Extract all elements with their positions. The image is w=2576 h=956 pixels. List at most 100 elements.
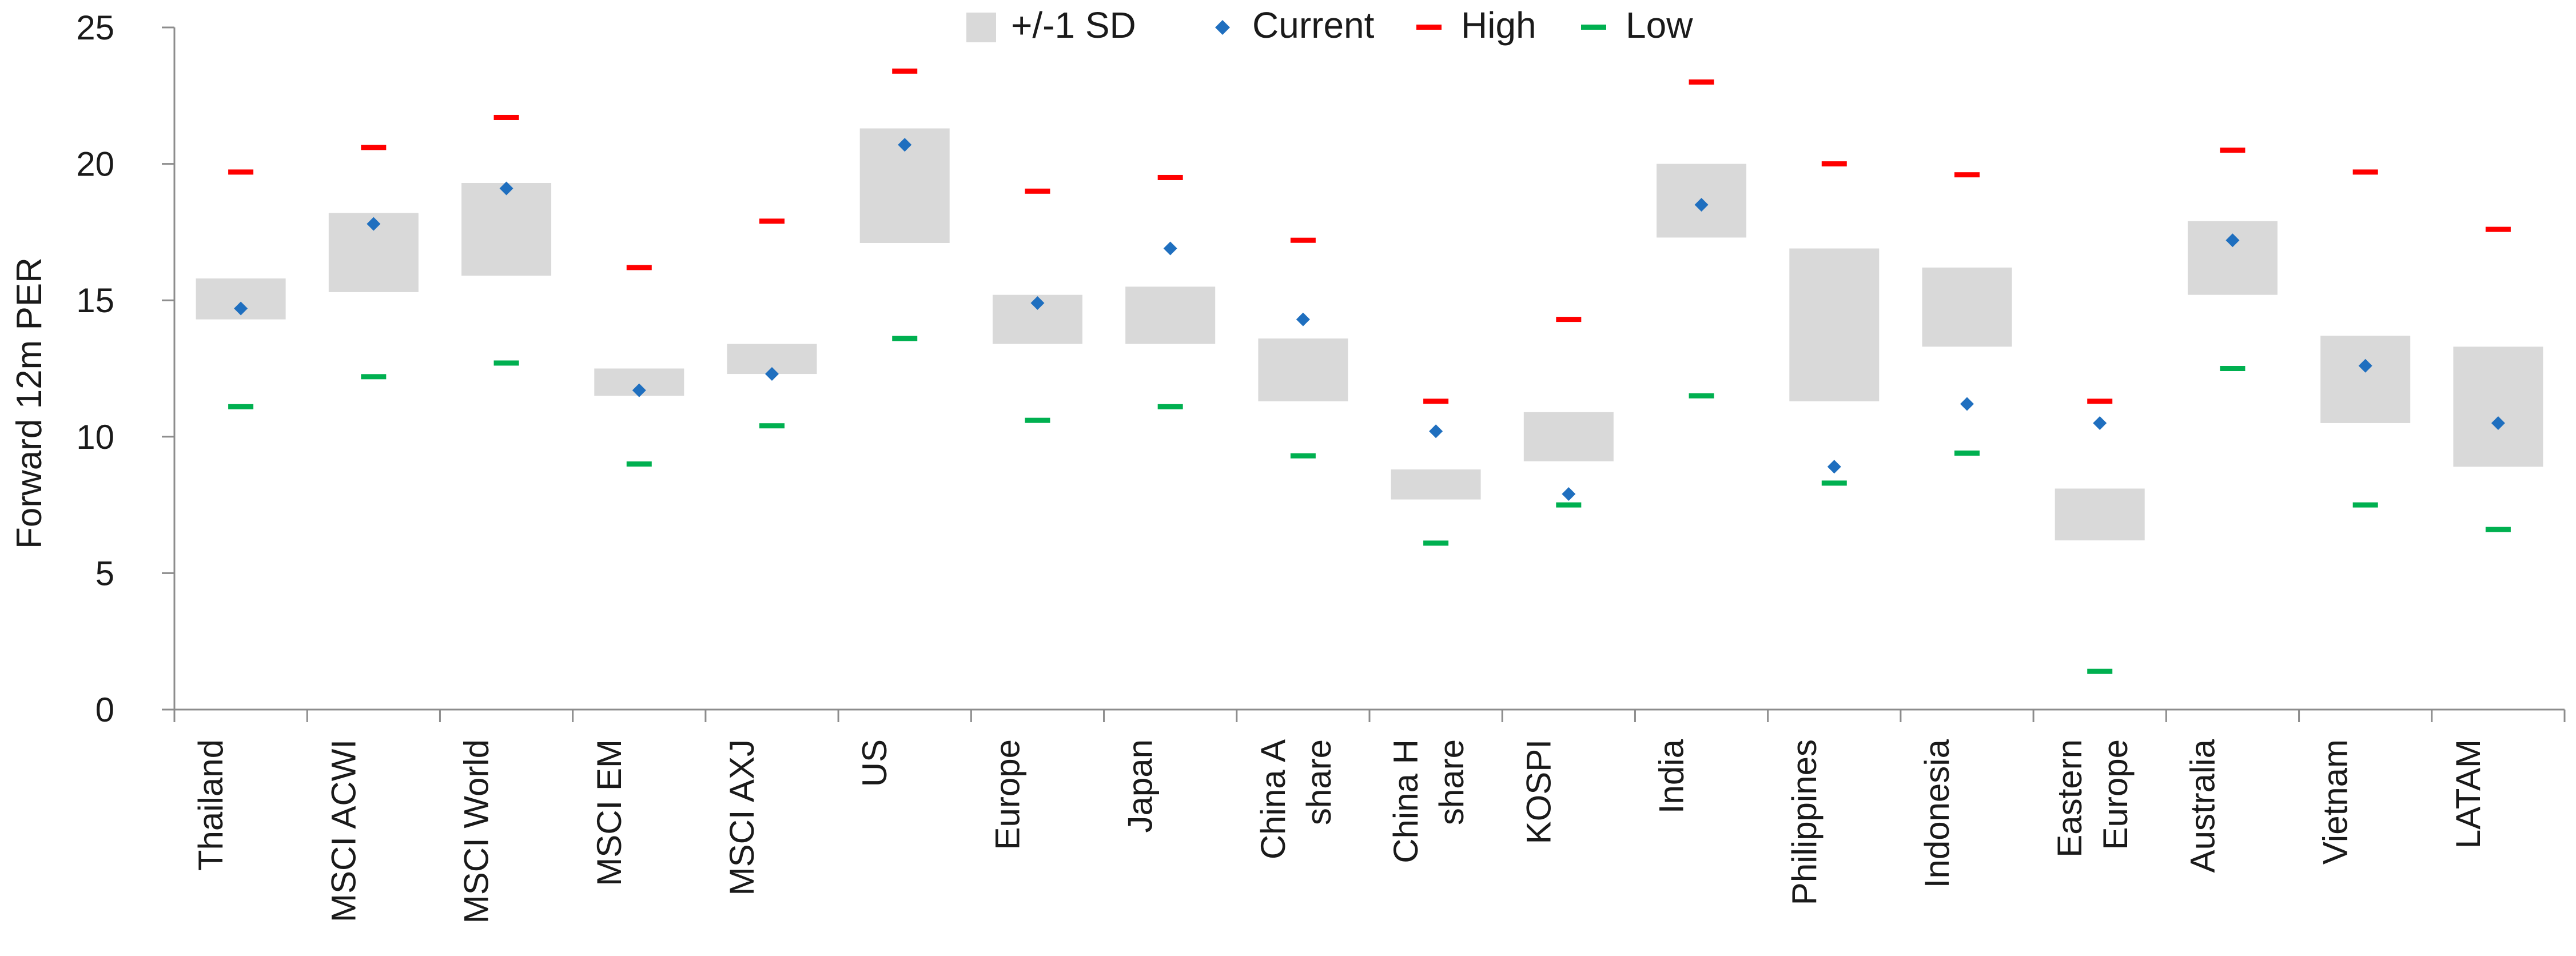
high-marker-indonesia <box>1954 172 1980 178</box>
legend-swatch-low <box>1581 25 1606 30</box>
high-marker-australia <box>2220 148 2245 153</box>
category-label-line: KOSPI <box>1519 739 1558 844</box>
category-label-line: China A <box>1254 739 1292 859</box>
current-marker-msci-em <box>632 383 646 397</box>
low-marker-thailand <box>228 404 254 409</box>
high-marker-msci-acwi <box>361 145 387 150</box>
category-label-line: Europe <box>988 739 1026 850</box>
sd-box-eastern-europe <box>2055 488 2145 541</box>
current-marker-msci-world <box>499 181 513 196</box>
category-label-europe: Europe <box>988 739 1026 850</box>
category-label-line: Japan <box>1121 739 1160 832</box>
high-marker-us <box>892 68 918 74</box>
high-marker-msci-world <box>493 114 519 120</box>
marker-layer <box>228 68 2511 674</box>
legend: +/-1 SD Current High Low <box>966 5 1693 46</box>
sd-box-msci-world <box>461 183 552 276</box>
legend-swatch-sd <box>966 13 996 42</box>
current-marker-eastern-europe <box>2093 416 2107 430</box>
y-tick-label: 20 <box>76 145 114 184</box>
current-marker-japan <box>1163 241 1177 256</box>
low-marker-msci-acwi <box>361 374 387 380</box>
sd-box-vietnam <box>2320 336 2411 423</box>
high-marker-japan <box>1157 174 1183 180</box>
category-label-line: Philippines <box>1785 739 1823 905</box>
legend-swatch-high <box>1416 25 1442 30</box>
low-marker-msci-world <box>493 360 519 366</box>
low-marker-china-a-share <box>1290 453 1316 459</box>
current-marker-vietnam <box>2358 358 2372 373</box>
category-label-thailand: Thailand <box>192 739 230 871</box>
high-marker-kospi <box>1556 317 1582 322</box>
axis-layer: 0 5 10 15 20 25 <box>76 9 2566 729</box>
sd-box-china-a-share <box>1258 338 1348 401</box>
category-label-kospi: KOSPI <box>1519 739 1558 844</box>
category-label-australia: Australia <box>2183 739 2221 873</box>
current-marker-us <box>898 138 912 152</box>
category-label-latam: LATAM <box>2449 739 2487 849</box>
high-marker-china-a-share <box>1290 237 1316 243</box>
high-marker-msci-axj <box>759 218 785 224</box>
current-marker-msci-axj <box>765 367 779 381</box>
category-label-line: China H <box>1387 739 1425 863</box>
category-label-line: Thailand <box>192 739 230 871</box>
low-marker-australia <box>2220 366 2245 371</box>
high-marker-vietnam <box>2352 169 2378 175</box>
category-label-msci-world: MSCI World <box>457 739 496 923</box>
current-marker-india <box>1694 198 1709 212</box>
current-marker-philippines <box>1827 460 1841 474</box>
low-marker-msci-axj <box>759 423 785 429</box>
category-label-line: Eastern <box>2051 739 2089 858</box>
current-marker-europe <box>1030 296 1045 310</box>
sd-box-indonesia <box>1922 267 2012 347</box>
low-marker-philippines <box>1821 480 1847 486</box>
low-marker-india <box>1689 393 1714 399</box>
category-label-line: Australia <box>2183 739 2221 873</box>
category-label-line: MSCI AXJ <box>723 739 761 895</box>
current-marker-kospi <box>1562 487 1576 501</box>
y-axis-title: Forward 12m PER <box>10 257 49 549</box>
low-marker-europe <box>1025 417 1050 423</box>
current-marker-latam <box>2491 416 2505 430</box>
category-label-vietnam: Vietnam <box>2316 739 2355 865</box>
category-label-philippines: Philippines <box>1785 739 1823 905</box>
category-label-msci-em: MSCI EM <box>590 739 628 886</box>
legend-label-low: Low <box>1626 5 1693 46</box>
sd-box-layer <box>196 128 2543 541</box>
category-label-line: share <box>1432 739 1471 825</box>
sd-box-china-h-share <box>1391 469 1481 500</box>
high-marker-china-h-share <box>1423 399 1449 404</box>
category-label-line: Vietnam <box>2316 739 2355 865</box>
current-marker-thailand <box>234 301 248 316</box>
low-marker-kospi <box>1556 502 1582 508</box>
high-marker-thailand <box>228 169 254 175</box>
category-label-line: Indonesia <box>1918 739 1956 888</box>
category-label-line: India <box>1653 739 1691 814</box>
category-label-line: US <box>855 739 894 787</box>
category-label-line: Europe <box>2096 739 2135 850</box>
category-label-japan: Japan <box>1121 739 1160 832</box>
sd-box-latam <box>2453 346 2543 467</box>
current-marker-indonesia <box>1960 397 1974 411</box>
high-marker-latam <box>2485 226 2511 232</box>
sd-box-kospi <box>1523 412 1614 461</box>
current-marker-australia <box>2225 233 2240 248</box>
legend-label-high: High <box>1461 5 1536 46</box>
sd-box-australia <box>2187 221 2278 295</box>
category-label-india: India <box>1653 739 1691 814</box>
category-label-line: LATAM <box>2449 739 2487 849</box>
low-marker-vietnam <box>2352 502 2378 508</box>
current-marker-china-h-share <box>1429 424 1443 439</box>
category-label-line: MSCI EM <box>590 739 628 886</box>
y-tick-label: 15 <box>76 281 114 320</box>
high-marker-india <box>1689 79 1714 85</box>
sd-box-japan <box>1125 286 1216 344</box>
low-marker-eastern-europe <box>2087 668 2113 674</box>
sd-box-philippines <box>1789 248 1880 401</box>
y-tick-label: 25 <box>76 9 114 47</box>
low-marker-indonesia <box>1954 450 1980 456</box>
label-layer: Thailand MSCI ACWI MSCI World MSCI EM MSCI A… <box>192 739 2487 923</box>
